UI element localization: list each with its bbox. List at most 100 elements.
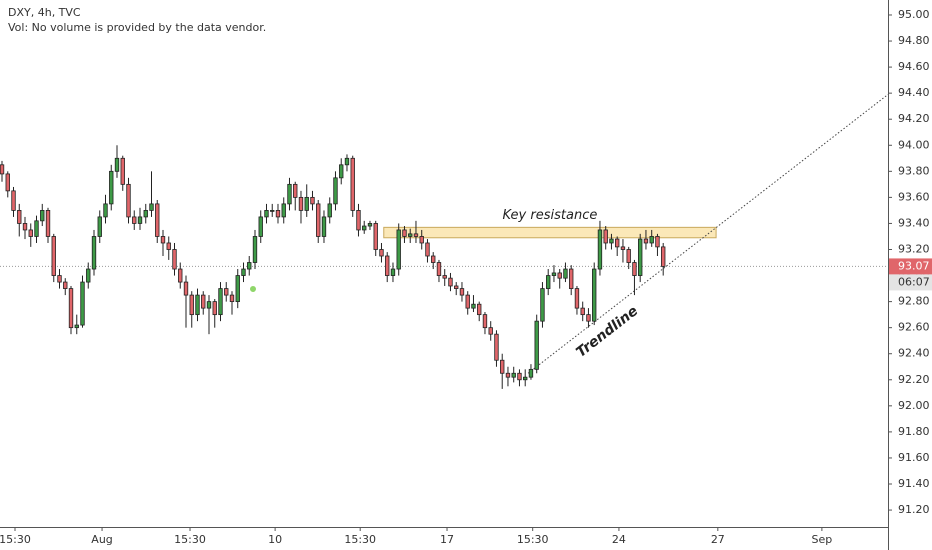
candle-body [114, 157, 120, 172]
x-tick-label: 15:30 [174, 533, 206, 546]
candle-body [293, 183, 298, 198]
candle-body [390, 268, 396, 276]
candle-body [500, 359, 505, 374]
chart-subtitle: Vol: No volume is provided by the data v… [8, 21, 266, 34]
candle-body [546, 275, 551, 289]
candle-body [620, 246, 626, 250]
candle-body [270, 210, 275, 212]
candle-body [229, 294, 235, 303]
y-tick-label: 91.40 [898, 477, 930, 490]
candle-body [580, 307, 585, 316]
candle-body [218, 288, 223, 316]
y-tick-label: 92.60 [898, 321, 930, 334]
candle-body [86, 268, 91, 283]
candle-body [206, 301, 212, 309]
y-tick-label: 92.00 [898, 399, 930, 412]
candle-body [408, 233, 413, 237]
candle-body [17, 210, 22, 224]
candle-body [356, 210, 361, 231]
candle-body [632, 262, 637, 276]
candle-body [0, 164, 5, 175]
x-tick-label: 15:30 [0, 533, 31, 546]
candle-body [517, 372, 522, 381]
chart-title: DXY, 4h, TVC [8, 6, 81, 19]
candle-body [91, 236, 97, 270]
candle-body [540, 288, 545, 322]
y-tick-label: 95.00 [898, 8, 930, 21]
candle-body [224, 288, 229, 296]
candle-body [655, 236, 660, 248]
candle-body [454, 285, 459, 289]
trendline [527, 94, 889, 374]
candle-body [488, 327, 493, 335]
candle-body [5, 173, 10, 192]
y-tick-label: 94.60 [898, 60, 930, 73]
candle-body [511, 372, 516, 378]
event-marker [250, 286, 256, 292]
candle-body [183, 281, 189, 296]
candle-body [431, 255, 436, 263]
candle-body [137, 216, 143, 224]
candle-body [120, 157, 125, 185]
countdown-label: 06:07 [898, 275, 930, 288]
candle-body [379, 249, 384, 257]
candle-body [97, 216, 102, 237]
y-tick-label: 91.80 [898, 425, 930, 438]
last-price-label: 93.07 [898, 259, 930, 272]
y-tick-label: 92.80 [898, 295, 930, 308]
candle-body [333, 177, 338, 205]
candle-body [34, 220, 39, 237]
x-tick-label: 24 [612, 533, 626, 546]
candle-body [350, 157, 355, 211]
resistance-label: Key resistance [503, 208, 598, 223]
y-tick-label: 94.00 [898, 138, 930, 151]
candle-body [615, 238, 620, 248]
y-tick-label: 91.20 [898, 503, 930, 516]
candle-body [339, 164, 344, 179]
candle-body [551, 272, 557, 276]
candle-body [385, 255, 390, 276]
candle-body [22, 223, 28, 231]
candle-body [212, 301, 217, 316]
candle-body [201, 294, 206, 309]
candle-body [321, 216, 327, 237]
candle-body [574, 288, 580, 309]
candle-body [649, 236, 654, 244]
candle-body [563, 268, 568, 279]
candle-body [63, 281, 68, 289]
candle-body [57, 275, 62, 283]
candle-body [235, 275, 240, 303]
resistance-zone [383, 226, 717, 239]
candle-body [367, 223, 373, 227]
candle-body [373, 223, 378, 250]
y-tick-label: 93.80 [898, 164, 930, 177]
candle-body [149, 203, 154, 211]
candle-body [603, 229, 608, 244]
candle-body [241, 268, 246, 276]
countdown-badge [889, 274, 932, 291]
candle-body [28, 229, 33, 237]
x-tick-label: 10 [268, 533, 282, 546]
candle-body [258, 216, 263, 237]
candle-body [638, 238, 643, 276]
candle-body [275, 210, 281, 218]
candle-body [402, 229, 407, 237]
y-tick-label: 92.40 [898, 347, 930, 360]
candle-body [528, 368, 534, 378]
candle-body [40, 210, 45, 222]
candle-body [80, 281, 85, 326]
candle-body [68, 288, 74, 329]
candle-body [419, 236, 424, 244]
candle-body [252, 236, 258, 263]
candle-body [247, 262, 252, 270]
candle-body [304, 196, 309, 211]
candle-body [448, 277, 453, 287]
candle-body [465, 294, 470, 309]
x-tick-label: 15:30 [517, 533, 549, 546]
candle-body [316, 203, 321, 237]
candle-body [155, 203, 160, 237]
candle-body [597, 229, 603, 270]
x-tick-label: Aug [91, 533, 112, 546]
